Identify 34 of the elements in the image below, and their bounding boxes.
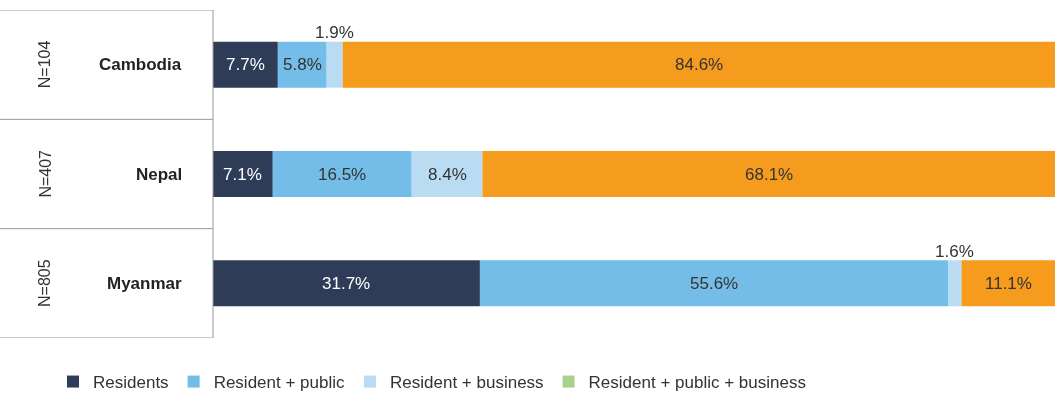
legend-label: Resident + business (390, 373, 544, 393)
legend-label: Resident + public (213, 373, 346, 393)
data-label: 8.4% (428, 165, 467, 184)
bar (272, 151, 412, 197)
data-label: 5.8% (283, 55, 322, 74)
data-label: 7.1% (223, 165, 262, 184)
data-label: 31.7% (322, 274, 371, 293)
bar (482, 151, 1055, 197)
y-tick-label: Myanmar (107, 274, 183, 293)
bar (326, 41, 343, 88)
y-tick-label: Nepal (136, 165, 183, 184)
data-label: 1.9% (315, 23, 354, 42)
bar (213, 41, 278, 88)
data-label: 11.1% (985, 274, 1032, 293)
text: N=805 (36, 259, 54, 307)
data-label: 68.1% (745, 165, 794, 184)
data-label: 55.6% (690, 274, 739, 293)
bar (213, 151, 273, 197)
text: N=104 (35, 40, 53, 89)
bar (342, 41, 1055, 88)
bar (277, 41, 327, 88)
bar (213, 260, 480, 307)
text: N=407 (36, 149, 54, 198)
bar (479, 260, 949, 307)
data-label: 84.6% (675, 55, 724, 74)
bar (948, 260, 962, 307)
bar (411, 151, 483, 197)
data-label: 1.6% (935, 242, 974, 261)
bar (961, 260, 1055, 307)
legend-label: Resident + public + business (588, 373, 806, 393)
data-label: 16.5% (318, 165, 367, 184)
data-label: 7.7% (226, 55, 265, 74)
y-tick-label: Cambodia (99, 55, 182, 74)
legend-label: Residents (93, 373, 169, 393)
